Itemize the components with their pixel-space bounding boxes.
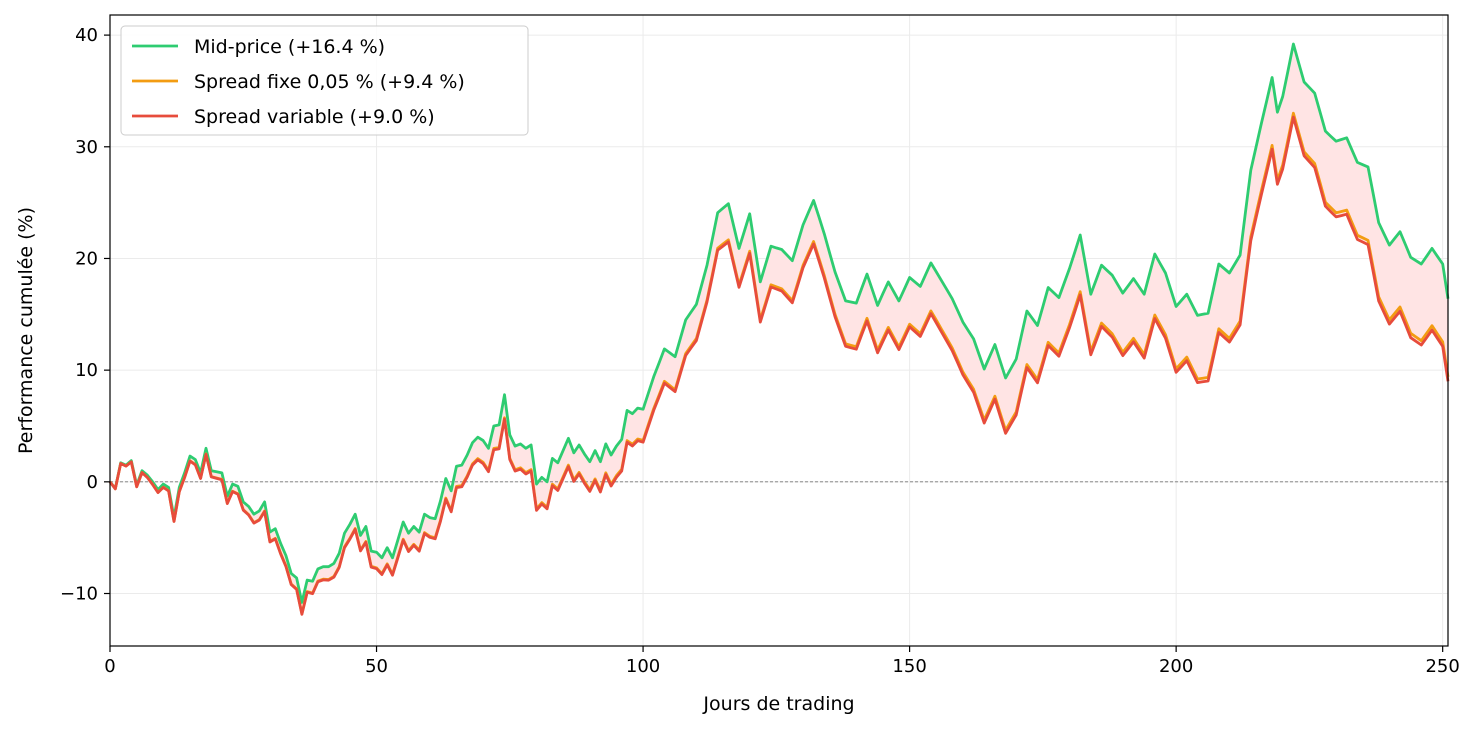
y-axis-label: Performance cumulée (%) [15, 207, 37, 454]
x-tick-label: 0 [104, 656, 115, 677]
x-tick-label: 200 [1159, 656, 1193, 677]
legend-entry: Spread fixe 0,05 % (+9.4 %) [194, 71, 465, 93]
legend-entry: Mid-price (+16.4 %) [194, 36, 385, 58]
y-tick-label: 10 [75, 360, 98, 381]
legend-box [120, 25, 529, 136]
x-axis-label: Jours de trading [702, 693, 854, 715]
x-tick-label: 250 [1425, 656, 1459, 677]
axis-ticks: 0 50 100 150 200 250 −10 0 10 20 30 40 [60, 25, 1460, 677]
legend: Mid-price (+16.4 %) Spread fixe 0,05 % (+… [120, 25, 529, 136]
legend-entry: Spread variable (+9.0 %) [194, 106, 435, 128]
y-tick-label: 0 [87, 472, 98, 493]
x-tick-label: 100 [626, 656, 660, 677]
y-tick-label: 20 [75, 248, 98, 269]
y-tick-label: −10 [60, 584, 98, 605]
spread-cost-fill [110, 44, 1448, 615]
plot-frame [109, 14, 1449, 647]
series-line-0 [108, 42, 1450, 604]
series-line-2 [108, 115, 1450, 616]
x-tick-label: 150 [892, 656, 926, 677]
x-tick-label: 50 [365, 656, 388, 677]
y-tick-label: 40 [75, 25, 98, 46]
y-tick-label: 30 [75, 137, 98, 158]
series-lines [108, 42, 1450, 616]
